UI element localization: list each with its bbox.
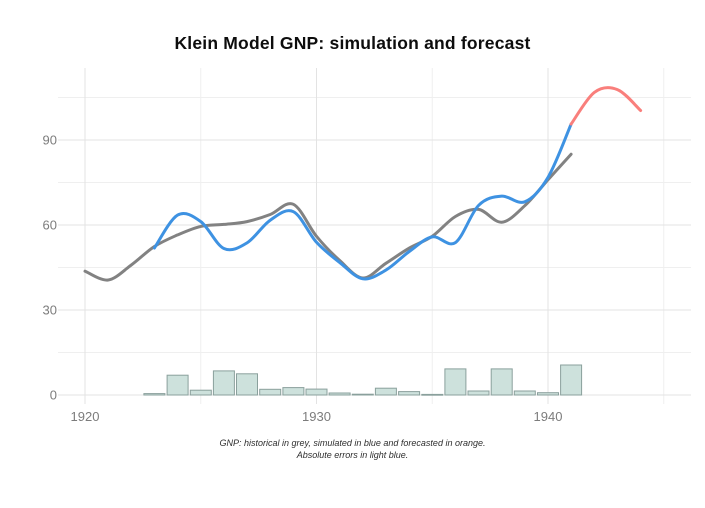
error-bar xyxy=(212,370,235,396)
x-tick-label: 1940 xyxy=(534,409,563,424)
x-tick-label: 1920 xyxy=(71,409,100,424)
y-tick-label: 0 xyxy=(50,388,57,403)
error-bar xyxy=(259,388,282,396)
error-bar xyxy=(236,373,258,396)
chart-caption: GNP: historical in grey, simulated in bl… xyxy=(0,437,705,461)
forecast-line xyxy=(569,86,643,126)
y-tick-label: 90 xyxy=(43,133,57,148)
error-bar xyxy=(490,368,513,396)
y-tick-label: 30 xyxy=(43,303,57,318)
historical-line xyxy=(83,152,573,282)
caption-line-1: GNP: historical in grey, simulated in bl… xyxy=(219,438,486,448)
error-bar xyxy=(166,374,189,396)
x-tick-label: 1930 xyxy=(302,409,331,424)
error-bar xyxy=(537,392,559,396)
error-bar xyxy=(189,389,212,396)
error-bar xyxy=(560,364,583,396)
y-tick-label: 60 xyxy=(43,218,57,233)
error-bar xyxy=(467,390,490,396)
error-bar xyxy=(374,387,397,396)
chart-title: Klein Model GNP: simulation and forecast xyxy=(174,33,531,53)
error-bar xyxy=(282,387,305,396)
error-bar xyxy=(513,390,536,396)
error-bar xyxy=(143,393,166,396)
error-bar xyxy=(305,388,328,396)
error-bar xyxy=(351,393,374,396)
error-bar xyxy=(398,391,421,396)
error-bar xyxy=(444,368,467,396)
error-bar xyxy=(328,392,351,396)
error-bar xyxy=(421,393,444,396)
simulated-line xyxy=(152,122,573,281)
caption-line-2: Absolute errors in light blue. xyxy=(296,450,409,460)
